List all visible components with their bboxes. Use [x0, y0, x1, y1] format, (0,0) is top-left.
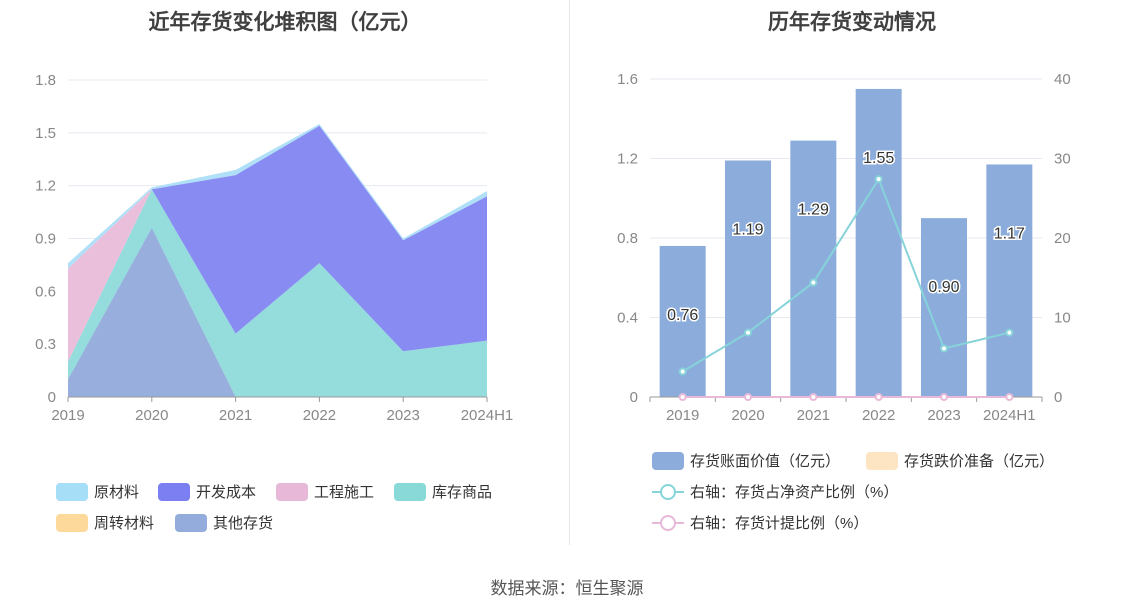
y2-tick-label: 40 — [1054, 71, 1071, 88]
y-tick-label: 0.8 — [617, 230, 638, 247]
point-右轴：存货计提比例（%） — [940, 393, 948, 401]
bar-2021 — [790, 140, 837, 398]
legend-swatch — [866, 451, 898, 470]
legend-item[interactable]: 存货跌价准备（亿元） — [866, 450, 1054, 471]
legend-label: 库存商品 — [432, 484, 493, 501]
bar-value-label: 1.19 — [732, 221, 763, 238]
legend-swatch — [158, 482, 190, 501]
legend-item[interactable]: 其他存货 — [175, 512, 273, 533]
left-chart-title: 近年存货变化堆积图（亿元） — [148, 11, 422, 34]
legend-label: 存货跌价准备（亿元） — [904, 453, 1055, 470]
point-右轴：存货计提比例（%） — [809, 393, 818, 401]
point-右轴：存货计提比例（%） — [678, 393, 687, 401]
area-overlay-其他存货 — [68, 227, 487, 397]
x-tick-label: 2024H1 — [461, 407, 514, 424]
y-tick-label: 0.6 — [35, 283, 56, 300]
point-右轴：存货占净资产比例（%） — [1005, 328, 1014, 337]
bar-value-label: 1.55 — [863, 150, 894, 167]
x-tick-label: 2023 — [387, 407, 420, 424]
y-tick-label: 1.8 — [35, 72, 56, 89]
legend-label: 周转材料 — [94, 515, 155, 532]
legend-item[interactable]: 右轴：存货计提比例（%） — [652, 512, 868, 533]
y2-tick-label: 30 — [1054, 151, 1071, 168]
legend-label: 原材料 — [94, 484, 140, 501]
legend-swatch — [56, 513, 88, 532]
x-tick-label: 2022 — [303, 407, 336, 424]
legend-swatch — [56, 482, 88, 501]
legend-swatch — [652, 451, 684, 470]
legend-label: 开发成本 — [196, 484, 257, 501]
y-tick-label: 0.3 — [35, 336, 56, 353]
legend-item[interactable]: 周转材料 — [56, 512, 154, 533]
bar-2022 — [855, 88, 902, 397]
area-开发成本 — [68, 125, 487, 352]
x-tick-label: 2019 — [666, 407, 699, 424]
legend-swatch — [652, 514, 684, 532]
y-tick-label: 0.9 — [35, 231, 56, 248]
y-tick-label: 0.4 — [617, 310, 638, 327]
point-右轴：存货占净资产比例（%） — [940, 344, 948, 353]
legend-label: 存货账面价值（亿元） — [690, 453, 841, 470]
legend-swatch — [652, 483, 684, 501]
y-tick-label: 1.2 — [617, 151, 638, 168]
line-右轴：存货占净资产比例（%） — [682, 176, 1010, 373]
stacked-area-chart: 0 0.3 0.6 0.9 1.2 1.5 1.8 2019 2020 2021 2022 2023 2… — [35, 72, 514, 424]
legend-item[interactable]: 存货账面价值（亿元） — [652, 450, 840, 471]
point-右轴：存货计提比例（%） — [874, 393, 883, 401]
chart-divider — [569, 0, 570, 545]
y2-tick-label: 10 — [1054, 310, 1071, 327]
point-右轴：存货占净资产比例（%） — [744, 328, 752, 337]
data-source: 数据来源：恒生聚源 — [490, 579, 644, 598]
point-右轴：存货占净资产比例（%） — [874, 175, 883, 184]
legend-label: 右轴：存货计提比例（%） — [690, 515, 869, 532]
x-tick-label: 2023 — [927, 407, 960, 424]
inventory-bar-line-chart: 0 0.4 0.8 1.2 1.6 0 10 20 30 40 2019 2020 2021 2022 20… — [617, 71, 1071, 424]
x-tick-label: 2020 — [731, 407, 764, 424]
bar-value-label: 1.29 — [798, 202, 829, 219]
legend-item[interactable]: 库存商品 — [394, 481, 492, 502]
bar-2024H1 — [986, 164, 1033, 397]
y-tick-label: 1.2 — [35, 178, 56, 195]
y-tick-label: 1.5 — [35, 125, 56, 142]
legend-item[interactable]: 工程施工 — [276, 481, 374, 502]
legend-item[interactable]: 原材料 — [56, 481, 139, 502]
y-tick-label: 0 — [630, 389, 638, 406]
x-tick-label: 2022 — [862, 407, 895, 424]
bar-2020 — [725, 160, 771, 397]
x-tick-label: 2020 — [135, 407, 168, 424]
legend-swatch — [276, 482, 308, 501]
bar-value-label: 0.90 — [928, 279, 959, 296]
right-chart-title: 历年存货变动情况 — [768, 11, 936, 34]
point-右轴：存货计提比例（%） — [1005, 393, 1014, 401]
legend-item[interactable]: 开发成本 — [158, 481, 256, 502]
legend-swatch — [394, 482, 426, 501]
y-tick-label: 0 — [48, 389, 56, 406]
legend-label: 其他存货 — [213, 515, 274, 532]
x-tick-label: 2024H1 — [983, 407, 1036, 424]
y2-tick-label: 0 — [1054, 389, 1062, 406]
y2-tick-label: 20 — [1054, 230, 1071, 247]
y-tick-label: 1.6 — [617, 71, 638, 88]
legend-label: 右轴：存货占净资产比例（%） — [690, 484, 899, 501]
point-右轴：存货占净资产比例（%） — [809, 278, 818, 287]
legend-item[interactable]: 右轴：存货占净资产比例（%） — [652, 481, 898, 502]
x-tick-label: 2021 — [219, 407, 252, 424]
bar-value-label: 0.76 — [667, 307, 698, 324]
bar-value-label: 1.17 — [994, 225, 1025, 242]
area-库存商品 — [68, 189, 487, 397]
point-右轴：存货计提比例（%） — [744, 393, 752, 401]
x-tick-label: 2019 — [51, 407, 84, 424]
legend-swatch — [175, 513, 207, 532]
legend-label: 工程施工 — [314, 484, 375, 501]
x-tick-label: 2021 — [797, 407, 830, 424]
point-右轴：存货占净资产比例（%） — [678, 367, 687, 376]
